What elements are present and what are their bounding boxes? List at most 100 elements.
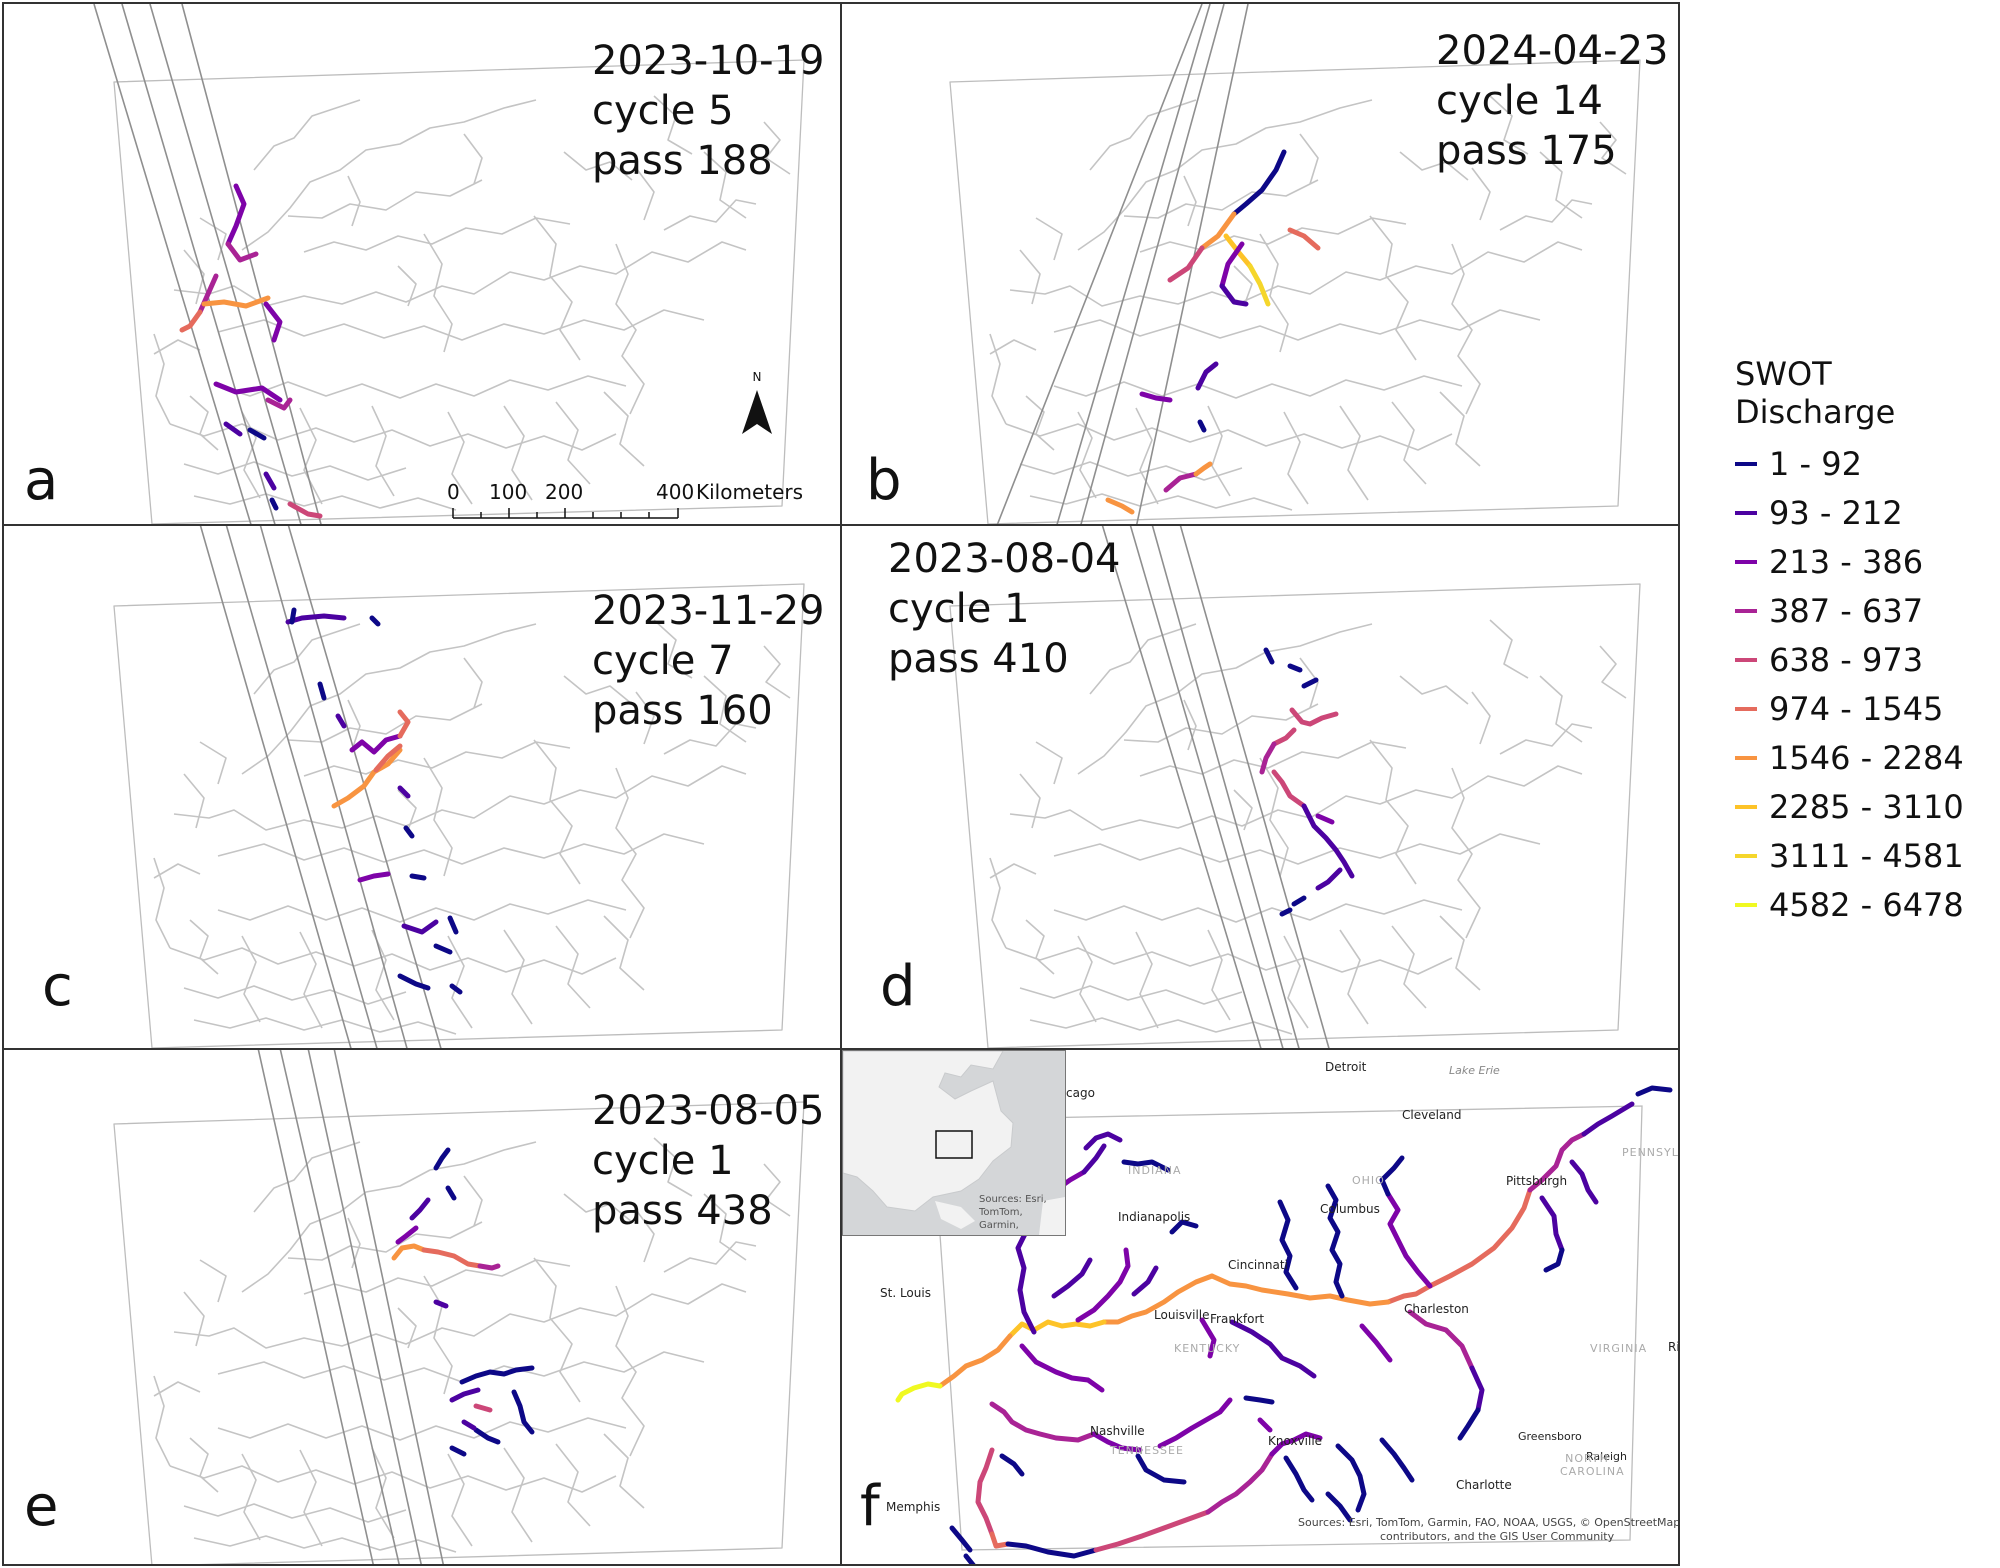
river-line	[217, 309, 705, 341]
river-line	[1471, 691, 1491, 745]
discharge-reach	[1335, 1443, 1367, 1513]
river-line	[169, 947, 617, 975]
city-raleigh: Raleigh	[1586, 1450, 1627, 1463]
discharge-reach	[1163, 471, 1199, 493]
city-nashville: Nashville	[1090, 1424, 1145, 1438]
discharge-reach	[1315, 813, 1335, 825]
river-line	[1139, 741, 1407, 777]
discharge-reach	[421, 1247, 483, 1269]
river-line	[1077, 411, 1097, 499]
legend-item: 3111 - 4581	[1735, 831, 2000, 880]
discharge-reach	[1229, 1319, 1317, 1379]
river-line	[1369, 215, 1417, 361]
river-line	[1053, 375, 1463, 399]
discharge-reach	[369, 615, 381, 627]
river-line	[217, 1351, 705, 1383]
river-line	[189, 919, 219, 975]
panel-d-date: 2023-08-04	[888, 536, 1121, 582]
panel-d-info: 2023-08-04 cycle 1 pass 410	[888, 534, 1120, 684]
discharge-reach	[459, 1365, 535, 1385]
legend-swatch	[1735, 657, 1757, 662]
discharge-reach	[1277, 1199, 1299, 1291]
state-ohio: OHIO	[1352, 1174, 1385, 1187]
panel-c-cycle: cycle 7	[592, 638, 734, 684]
discharge-reach	[1301, 677, 1319, 689]
legend-swatch	[1735, 755, 1757, 760]
river-line	[703, 1193, 747, 1261]
river-line	[253, 1141, 361, 1213]
river-line	[989, 333, 1007, 425]
swot-track-line	[93, 4, 252, 524]
river-network	[949, 59, 1641, 524]
legend-swatch	[1735, 461, 1757, 466]
river-line	[217, 899, 627, 923]
river-network	[949, 583, 1641, 1048]
river-line	[371, 405, 395, 497]
panel-b-map	[949, 4, 1641, 524]
river-line	[173, 1283, 747, 1349]
discharge-reach	[1105, 497, 1135, 515]
river-line	[1259, 757, 1289, 877]
legend-swatch	[1735, 706, 1757, 711]
panel-c: 2023-11-29 cycle 7 pass 160 c	[2, 524, 842, 1050]
legend-swatch	[1735, 804, 1757, 809]
domain-outline	[113, 59, 805, 524]
legend-swatch	[1735, 510, 1757, 515]
panel-a-map	[93, 4, 805, 524]
discharge-reach	[1121, 1159, 1171, 1173]
discharge-reach	[263, 301, 283, 343]
river-line	[1139, 217, 1407, 253]
city-memphis: Memphis	[886, 1500, 941, 1514]
discharge-reach	[1469, 1365, 1485, 1413]
river-line	[153, 333, 171, 425]
swot-track-line	[149, 4, 302, 524]
panel-b: 2024-04-23 cycle 14 pass 175 b	[840, 2, 1680, 526]
river-line	[563, 151, 633, 181]
panel-a: 2023-10-19 cycle 5 pass 188 a N 0 100 200 …	[2, 2, 842, 526]
discharge-reach	[1083, 1131, 1123, 1151]
river-line	[1035, 217, 1063, 261]
swot-track-line	[259, 526, 408, 1048]
river-line	[463, 657, 483, 709]
river-line	[1207, 929, 1231, 1021]
river-line	[253, 623, 361, 695]
river-line	[1135, 407, 1159, 505]
scale-tick-200: 200	[545, 480, 584, 504]
legend-item: 974 - 1545	[1735, 684, 2000, 733]
river-line	[347, 175, 361, 227]
panel-d-cycle: cycle 1	[888, 586, 1030, 632]
discharge-reach	[1139, 391, 1173, 403]
legend-item: 93 - 212	[1735, 488, 2000, 537]
river-line	[615, 243, 645, 415]
river-line	[533, 739, 581, 885]
discharge-reach	[477, 1263, 501, 1271]
river-line	[1339, 405, 1369, 501]
state-pennsylvania-fragment: PENNSYL	[1622, 1146, 1679, 1159]
discharge-reach	[331, 747, 403, 809]
discharge-reach	[449, 1445, 467, 1457]
river-line	[603, 391, 645, 467]
river-line	[635, 691, 655, 745]
discharge-reach	[433, 1299, 449, 1309]
discharge-reach	[1091, 1431, 1143, 1453]
river-line	[241, 935, 261, 1023]
scale-tick-400: 400	[656, 480, 695, 504]
legend-swatch	[1735, 853, 1757, 858]
discharge-reach	[247, 427, 267, 441]
discharge-reach	[403, 825, 415, 839]
river-line	[371, 1447, 395, 1539]
discharge-reach	[1019, 1343, 1105, 1393]
discharge-reach	[1081, 1143, 1107, 1175]
scale-tick-100: 100	[489, 480, 528, 504]
scale-tick-0: 0	[447, 480, 460, 504]
discharge-reach	[1301, 803, 1355, 879]
discharge-reach	[1543, 1247, 1565, 1273]
river-line	[1439, 915, 1481, 991]
river-line	[193, 1535, 457, 1553]
river-line	[169, 1465, 617, 1493]
panel-a-letter: a	[24, 448, 59, 513]
panel-c-pass: pass 160	[592, 688, 773, 734]
discharge-reach	[1315, 867, 1343, 891]
river-line	[447, 411, 473, 505]
river-line	[371, 929, 395, 1021]
